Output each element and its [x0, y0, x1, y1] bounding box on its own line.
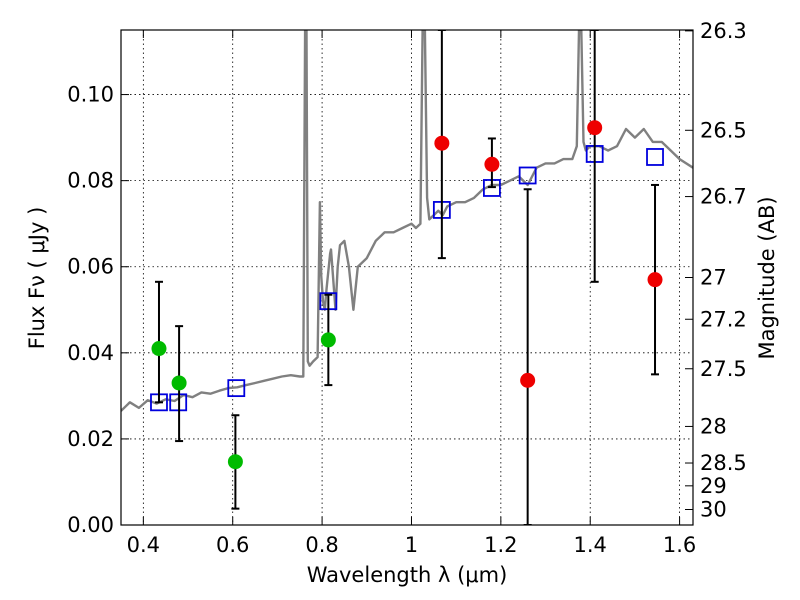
observed-flux-point — [227, 454, 243, 470]
right-tick-label: 26.3 — [700, 19, 747, 43]
axis-ticks: 0.4 0.6 0.8 1 1.2 1.4 1.6 0.00 0.02 0.04 0.06 0.08 0… — [67, 19, 747, 557]
y-tick-label: 0.08 — [67, 169, 114, 193]
x-tick-label: 0.8 — [305, 533, 338, 557]
right-tick-label: 28 — [700, 414, 727, 438]
x-tick-label: 0.6 — [216, 533, 249, 557]
x-tick-label: 1.2 — [484, 533, 517, 557]
x-tick-label: 1.4 — [574, 533, 607, 557]
right-tick-label: 30 — [700, 498, 727, 522]
x-axis-title: Wavelength λ (μm) — [307, 563, 508, 587]
model-photometry-square — [646, 148, 664, 166]
y-tick-label: 0.04 — [67, 341, 114, 365]
y-tick-label: 0.00 — [67, 513, 114, 537]
right-tick-label: 26.7 — [700, 185, 747, 209]
model-spectrum-line — [121, 30, 693, 412]
model-photometry-square — [227, 379, 246, 398]
observed-flux-point — [434, 135, 450, 151]
y-tick-label: 0.02 — [67, 427, 114, 451]
y-axis-title: Flux Fν ( μJy ) — [25, 207, 49, 350]
observed-flux-point — [647, 272, 663, 288]
observed-flux-point — [587, 120, 603, 136]
observed-flux-point — [171, 375, 187, 391]
x-tick-label: 1.6 — [663, 533, 696, 557]
y-tick-label: 0.10 — [67, 83, 114, 107]
right-tick-label: 27.5 — [700, 357, 747, 381]
observed-flux-point — [151, 341, 167, 357]
right-tick-label: 28.5 — [700, 451, 747, 475]
model-photometry-square — [518, 166, 537, 185]
model-spectrum-layer — [121, 30, 693, 412]
observed-flux-point — [484, 156, 500, 172]
right-axis-title: Magnitude (AB) — [755, 196, 779, 359]
right-tick-label: 27.2 — [700, 307, 747, 331]
right-tick-label: 29 — [700, 474, 727, 498]
data-points-layer — [150, 30, 664, 525]
grid-lines — [121, 30, 693, 526]
right-tick-label: 26.5 — [700, 118, 747, 142]
right-tick-label: 27 — [700, 266, 727, 290]
observed-flux-point — [520, 372, 536, 388]
observed-flux-point — [320, 332, 336, 348]
y-tick-label: 0.06 — [67, 255, 114, 279]
x-tick-label: 1 — [405, 533, 418, 557]
x-tick-label: 0.4 — [127, 533, 160, 557]
